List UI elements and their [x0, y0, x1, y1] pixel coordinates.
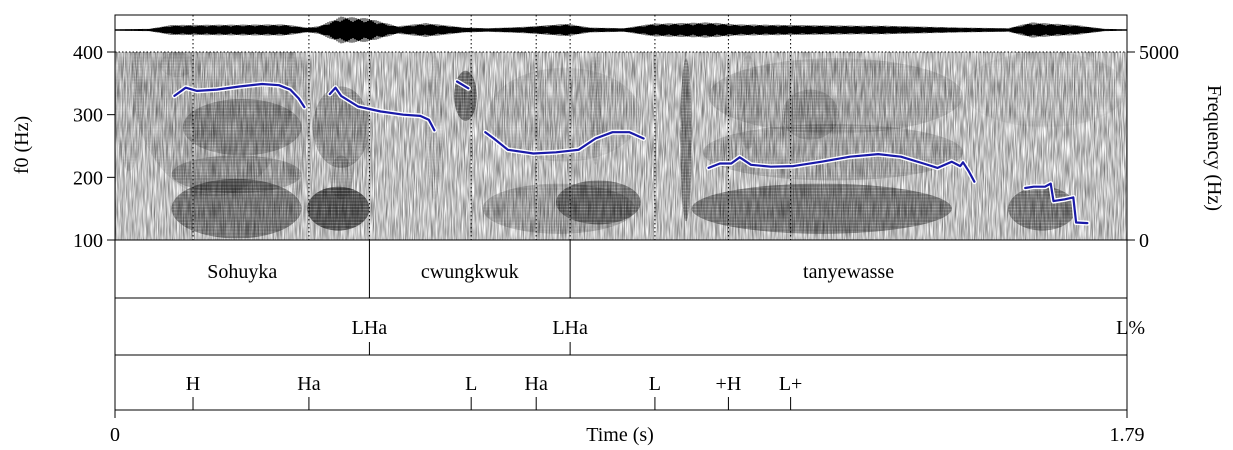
boundary-tone-label: LHa — [552, 317, 588, 339]
f0-contour — [171, 79, 1090, 226]
tone-label: L — [465, 373, 477, 395]
x-axis-label: Time (s) — [586, 424, 654, 446]
boundary-tone-label: L% — [1116, 317, 1145, 339]
y-tick-label-left: 100 — [73, 230, 103, 252]
x-tick-label: 0 — [110, 424, 120, 446]
y-tick-label-left: 200 — [73, 167, 103, 189]
spectrogram — [115, 52, 1127, 240]
axes: 100 200 300 400 0 5000 0 1.79 — [73, 42, 1179, 446]
x-tick-label: 1.79 — [1110, 424, 1145, 446]
tone-label: L — [649, 373, 661, 395]
tone-label: H — [186, 373, 200, 395]
word-label: tanyewasse — [803, 261, 894, 283]
tone-label: +H — [716, 373, 742, 395]
f0-contour-segment — [707, 153, 976, 183]
f0-contour-segment — [173, 82, 306, 109]
tone-label: Ha — [525, 373, 548, 395]
tone-label: Ha — [297, 373, 320, 395]
boundary-tone-label: LHa — [352, 317, 388, 339]
f0-contour-segment — [455, 80, 470, 90]
spectrogram-noise — [115, 52, 1127, 240]
y-tick-label-right: 5000 — [1139, 42, 1179, 64]
f0-contour-segment — [1024, 182, 1089, 225]
waveform — [114, 16, 1128, 44]
y-tick-label-right: 0 — [1139, 230, 1149, 252]
word-label: cwungkwuk — [421, 261, 519, 283]
y-tick-label-left: 400 — [73, 42, 103, 64]
f0-contour-segment — [484, 131, 645, 155]
y-axis-label-right: Frequency (Hz) — [1203, 85, 1225, 211]
y-tick-label-left: 300 — [73, 105, 103, 127]
waveform-trace — [114, 16, 1128, 44]
plot-frame — [114, 14, 1128, 411]
y-axis-label-left: f0 (Hz) — [11, 116, 33, 174]
tone-label: L+ — [779, 373, 803, 395]
f0-contour-segment — [328, 86, 436, 132]
word-label: Sohuyka — [207, 261, 277, 283]
